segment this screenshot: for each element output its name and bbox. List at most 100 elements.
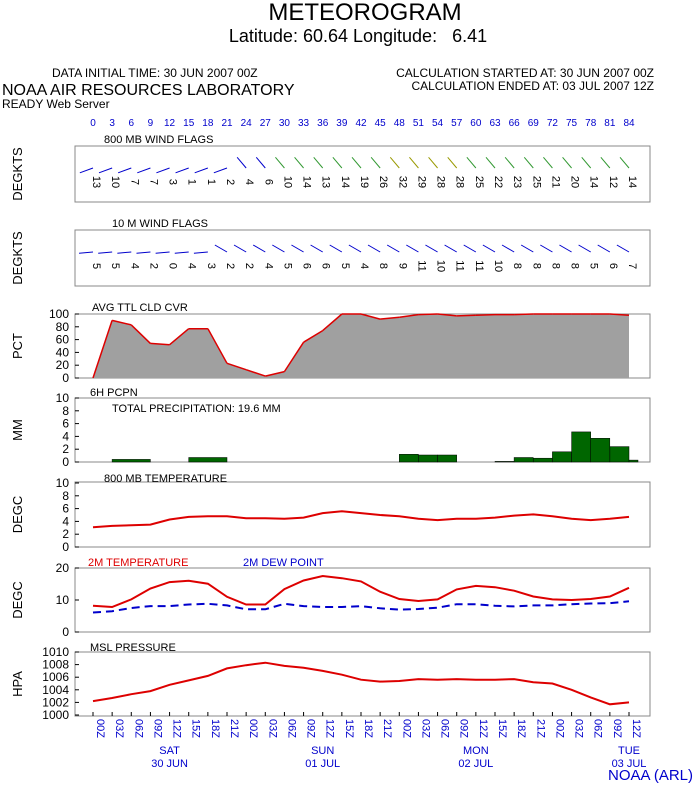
panel-title: 6H PCPN (90, 387, 138, 399)
x-tick-label: 06Z (439, 719, 451, 738)
cloud-area (93, 314, 629, 378)
cloud-line-segment (169, 328, 190, 346)
panel-title: AVG TTL CLD CVR (92, 302, 188, 314)
wind-flag (409, 156, 419, 169)
wind-flag (523, 156, 534, 169)
wind-flag (619, 156, 630, 169)
y-tick-label: 0 (62, 371, 69, 385)
panel-frame (74, 481, 651, 548)
wind-speed-label: 9 (396, 263, 408, 269)
panel-title: MSL PRESSURE (90, 642, 176, 654)
wind-flag (482, 244, 496, 253)
precip-bar (533, 457, 553, 463)
forecast-hour-label: 81 (604, 118, 616, 129)
x-tick-label: 00Z (247, 719, 259, 738)
panel-title: 10 M WIND FLAGS (112, 218, 208, 230)
org-label: NOAA AIR RESOURCES LABORATORY (2, 82, 295, 99)
forecast-hour-label: 78 (585, 118, 597, 129)
location-label: Latitude: 60.64 Longitude: 6.41 (229, 26, 487, 46)
forecast-hour-label: 27 (260, 118, 272, 129)
wind-speed-label: 5 (588, 263, 600, 269)
date-label: 30 JUN (151, 758, 188, 770)
wind-speed-label: 6 (607, 263, 619, 269)
x-tick-label: 09Z (458, 719, 470, 738)
wind-flag (370, 156, 381, 169)
wind-flag (428, 156, 438, 169)
wind-flag (389, 156, 400, 169)
wind-speed-label: 2 (224, 179, 236, 185)
precip-bar (494, 461, 515, 463)
wind-flag (540, 244, 553, 253)
forecast-hour-label: 42 (355, 118, 367, 129)
y-tick-label: 60 (56, 333, 70, 347)
wind-speed-label: 7 (128, 179, 140, 185)
x-tick-label: 00Z (400, 719, 412, 738)
x-tick-label: 12Z (324, 719, 336, 738)
forecast-hour-label: 24 (241, 118, 253, 129)
panel-frame (74, 397, 651, 463)
wind-flag (425, 244, 438, 253)
forecast-hour-label: 30 (279, 118, 291, 129)
y-tick-label: 40 (56, 345, 70, 359)
y-axis-label: MM (10, 419, 25, 441)
wind-speed-label: 4 (262, 263, 274, 269)
wind-flag (255, 156, 266, 169)
wind-flag (504, 156, 515, 169)
wind-flag (310, 244, 323, 253)
precip-bar (399, 454, 419, 463)
wind-speed-label: 13 (320, 176, 332, 188)
x-tick-label: 03Z (266, 719, 278, 738)
legend-dewpoint: 2M DEW POINT (243, 557, 324, 569)
x-tick-label: 03Z (113, 719, 125, 738)
x-tick-label: 12Z (477, 719, 489, 738)
y-tick-label: 20 (56, 561, 70, 575)
wind-speed-label: 23 (511, 176, 523, 188)
x-tick-label: 06Z (132, 719, 144, 738)
precip-bar (609, 446, 630, 463)
forecast-hour-label: 12 (164, 118, 176, 129)
cloud-line-segment (380, 316, 400, 320)
wind-flag (501, 244, 515, 253)
x-tick-label: 03Z (573, 719, 585, 738)
wind-speed-label: 14 (588, 176, 600, 188)
forecast-hour-label: 0 (90, 118, 96, 129)
temp800-line (92, 510, 630, 529)
wind-speed-label: 3 (167, 179, 179, 185)
x-tick-label: 12Z (630, 719, 642, 738)
pressure-line (92, 661, 630, 706)
x-tick-label: 12Z (171, 719, 183, 738)
x-tick-label: 18Z (515, 719, 527, 738)
wind-flag (214, 244, 228, 253)
wind-speed-label: 32 (396, 176, 408, 188)
wind-flag (272, 244, 285, 253)
wind-flag (520, 244, 534, 253)
wind-flag (485, 156, 496, 169)
x-tick-label: 00Z (94, 719, 106, 738)
precip-bar (628, 459, 639, 463)
wind-speed-label: 12 (607, 176, 619, 188)
wind-speed-label: 22 (492, 176, 504, 188)
y-tick-label: 0 (62, 540, 69, 554)
wind-flag (275, 156, 285, 169)
precip-bar (418, 454, 438, 463)
forecast-hour-label: 6 (129, 118, 135, 129)
cloud-line-segment (609, 313, 630, 317)
wind-speed-label: 29 (415, 176, 427, 188)
cloud-line-segment (418, 313, 438, 316)
wind-speed-label: 4 (186, 263, 198, 269)
day-label: SAT (159, 745, 180, 757)
wind-flag (175, 167, 189, 174)
wind-speed-label: 8 (511, 263, 523, 269)
forecast-hour-label: 51 (413, 118, 425, 129)
wind-flag (543, 156, 553, 169)
wind-flag (79, 167, 94, 174)
y-tick-label: 100 (49, 307, 69, 321)
day-label: SUN (311, 745, 334, 757)
cloud-line-segment (456, 314, 476, 317)
x-tick-label: 09Z (305, 719, 317, 738)
day-label: TUE (618, 745, 640, 757)
forecast-hour-label: 84 (623, 118, 635, 129)
temp2m-line (92, 574, 630, 609)
wind-speed-label: 8 (569, 263, 581, 269)
